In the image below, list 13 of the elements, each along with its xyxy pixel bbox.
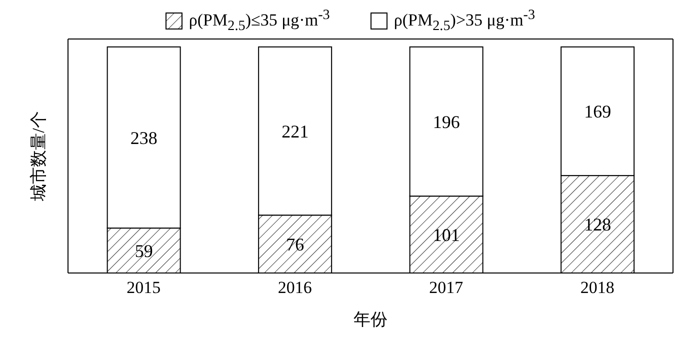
data-label: 196 [432,112,460,132]
x-axis-title: 年份 [354,310,388,329]
data-label: 169 [584,102,612,122]
x-tick-label: 2018 [580,278,614,298]
x-tick-label: 2015 [126,278,161,298]
x-tick-label: 2016 [278,278,312,298]
data-label: 238 [130,128,158,148]
x-tick-label: 2017 [429,278,464,298]
legend-label: ρ(PM$_{2.5}$)>35 μg·m$^{-3}$ [394,6,536,36]
data-label: 221 [282,121,309,142]
legend-label: ρ(PM$_{2.5}$)≤35 μg·m$^{-3}$ [188,6,330,36]
data-label: 59 [134,240,153,261]
y-axis-title: 城市数量/个 [29,111,48,202]
